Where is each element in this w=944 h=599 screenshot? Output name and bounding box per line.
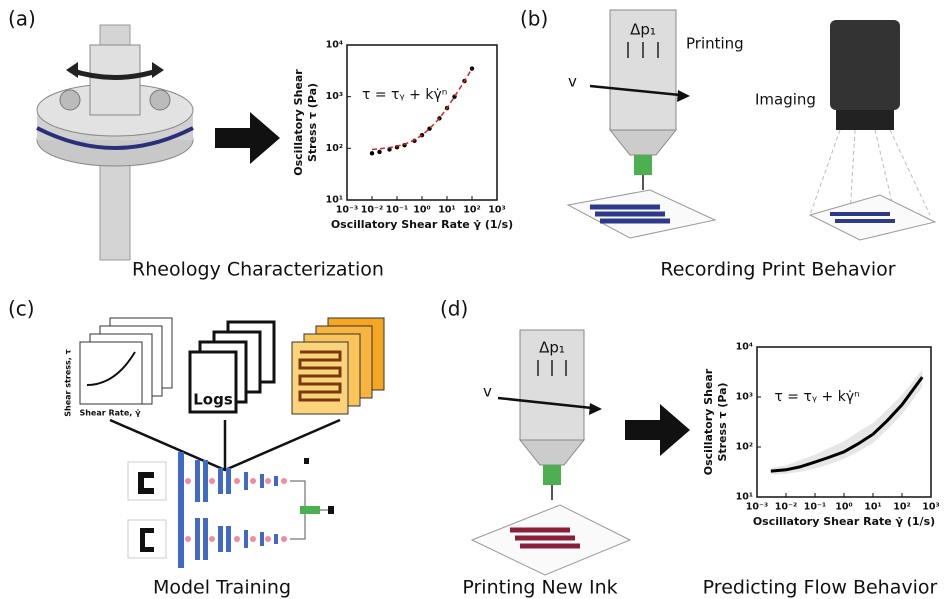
x-tick-label: 10⁰ <box>835 502 852 513</box>
y-tick-label: 10⁴ <box>326 40 343 51</box>
annotation: τ = τᵧ + kγ̇ⁿ <box>362 87 447 103</box>
x-tick-label: 10¹ <box>864 502 881 513</box>
x-tick-label: 10⁰ <box>413 205 430 216</box>
confidence-band <box>771 370 922 475</box>
x-tick-label: 10⁻¹ <box>804 502 826 513</box>
panel-label: (c) <box>8 297 35 321</box>
y-axis-label: Oscillatory Shear <box>702 368 715 475</box>
arrow <box>215 112 280 164</box>
x-tick-label: 10³ <box>922 502 939 513</box>
mini-ylabel: Shear stress, τ <box>64 349 73 416</box>
data-point <box>370 151 374 155</box>
printing-label: Printing <box>686 35 744 53</box>
x-tick-label: 10² <box>893 502 910 513</box>
curve-stack <box>80 318 172 404</box>
pressure-label: Δp₁ <box>630 21 656 39</box>
data-point <box>377 150 381 154</box>
panel-label: (a) <box>8 7 36 31</box>
camera <box>810 20 935 240</box>
x-tick-label: 10⁻² <box>361 205 383 216</box>
network <box>128 452 334 568</box>
y-axis-label: Stress τ (Pa) <box>716 382 729 461</box>
x-tick-label: 10⁻³ <box>746 502 768 513</box>
y-tick-label: 10¹ <box>736 492 753 503</box>
velocity-label: v <box>568 73 577 91</box>
caption: Predicting Flow Behavior <box>703 577 938 599</box>
plot-frame <box>757 347 931 497</box>
arrow <box>625 404 690 456</box>
annotation: τ = τᵧ + kγ̇ⁿ <box>774 389 859 405</box>
y-axis-label: Oscillatory Shear <box>292 69 305 176</box>
x-tick-label: 10⁻² <box>775 502 797 513</box>
panel-label: (b) <box>520 7 548 31</box>
x-axis-label: Oscillatory Shear Rate γ̇ (1/s) <box>753 515 935 528</box>
caption: Rheology Characterization <box>132 259 384 281</box>
x-tick-label: 10³ <box>488 205 505 216</box>
caption: Model Training <box>153 577 291 599</box>
logs-label: Logs <box>193 391 233 409</box>
y-tick-label: 10² <box>326 143 343 154</box>
y-axis-label: Stress τ (Pa) <box>306 83 319 162</box>
y-tick-label: 10³ <box>736 392 753 403</box>
image-stack <box>292 318 384 414</box>
imaging-label: Imaging <box>755 91 816 109</box>
caption: Printing New Ink <box>462 577 617 599</box>
panel-label: (d) <box>440 297 468 321</box>
series-line <box>372 69 472 150</box>
mini-xlabel: Shear Rate, γ̇ <box>79 408 141 418</box>
printer-nozzle <box>472 330 630 575</box>
x-tick-label: 10⁻¹ <box>386 205 408 216</box>
caption: Recording Print Behavior <box>660 259 895 281</box>
rheometer <box>37 25 193 260</box>
y-tick-label: 10³ <box>326 91 343 102</box>
x-tick-label: 10² <box>463 205 480 216</box>
velocity-label: v <box>483 383 492 401</box>
y-tick-label: 10² <box>736 442 753 453</box>
x-tick-label: 10¹ <box>438 205 455 216</box>
plot-frame <box>347 45 497 200</box>
x-tick-label: 10⁻³ <box>336 205 358 216</box>
y-tick-label: 10⁴ <box>736 342 753 353</box>
x-axis-label: Oscillatory Shear Rate γ̇ (1/s) <box>331 218 513 231</box>
figure: (a) (b) (c) (d) Rheology Characterizatio… <box>0 0 944 599</box>
y-tick-label: 10¹ <box>326 195 343 206</box>
pressure-label: Δp₁ <box>539 339 565 357</box>
